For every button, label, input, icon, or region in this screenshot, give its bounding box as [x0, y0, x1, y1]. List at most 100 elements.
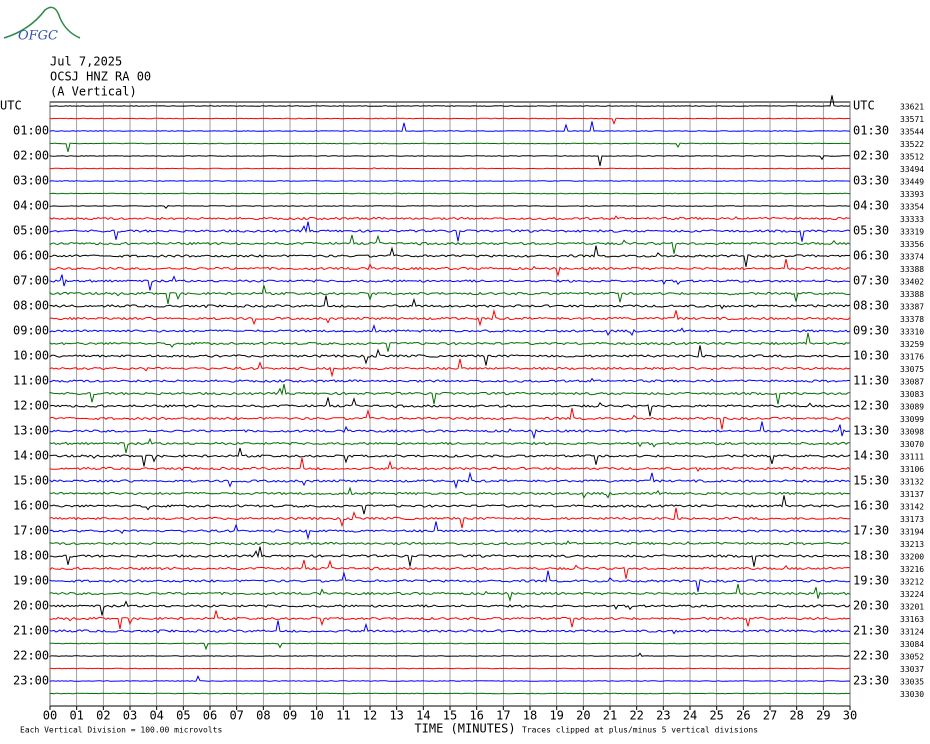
trace-offset: 33319 — [900, 228, 924, 237]
trace-offset: 33333 — [900, 215, 924, 224]
trace-offset: 33075 — [900, 365, 924, 374]
trace-offset: 33544 — [900, 128, 924, 137]
trace-offset: 33388 — [900, 265, 924, 274]
left-time-label: 04:00 — [13, 199, 49, 213]
trace — [49, 295, 851, 310]
x-tick-label: 26 — [736, 709, 750, 723]
left-time-label: 17:00 — [13, 524, 49, 538]
trace — [49, 692, 851, 695]
x-tick-label: 02 — [96, 709, 110, 723]
trace-offset: 33621 — [900, 103, 924, 112]
x-tick-label: 01 — [69, 709, 83, 723]
x-tick-label: 28 — [789, 709, 803, 723]
trace-offset: 33035 — [900, 678, 924, 687]
trace-offset: 33402 — [900, 278, 924, 287]
labels: 00 01 02 03 04 05 06 07 08 09 10 11 12 13 14 15 16 17 18 19… — [0, 99, 924, 723]
trace-offset: 33106 — [900, 465, 924, 474]
left-time-label: 01:00 — [13, 124, 49, 138]
trace-offset: 33200 — [900, 553, 924, 562]
right-time-label: 22:30 — [853, 649, 889, 663]
trace — [49, 421, 851, 440]
trace-offset: 33052 — [900, 653, 924, 662]
x-tick-label: 29 — [816, 709, 830, 723]
trace-offset: 33070 — [900, 440, 924, 449]
left-time-label: 14:00 — [13, 449, 49, 463]
trace-offset: 33089 — [900, 403, 924, 412]
trace — [49, 642, 851, 651]
trace — [49, 384, 851, 405]
trace-offset: 33213 — [900, 540, 924, 549]
right-time-label: 13:30 — [853, 424, 889, 438]
x-tick-label: 23 — [656, 709, 670, 723]
x-tick-label: 25 — [709, 709, 723, 723]
right-time-label: 14:30 — [853, 449, 889, 463]
x-tick-label: 22 — [629, 709, 643, 723]
x-tick-label: 18 — [523, 709, 537, 723]
date: Jul 7,2025 — [50, 55, 122, 69]
trace — [49, 180, 851, 182]
trace — [49, 546, 851, 567]
trace-offset: 33387 — [900, 303, 924, 312]
x-tick-label: 17 — [496, 709, 510, 723]
trace-offset: 33393 — [900, 190, 924, 199]
left-time-label: 20:00 — [13, 599, 49, 613]
right-time-label: UTC — [853, 99, 875, 113]
right-time-label: 03:30 — [853, 174, 889, 188]
x-tick-label: 13 — [389, 709, 403, 723]
right-time-label: 06:30 — [853, 249, 889, 263]
trace-offset: 33176 — [900, 353, 924, 362]
trace — [49, 121, 851, 132]
right-time-label: 16:30 — [853, 499, 889, 513]
trace-offset: 33356 — [900, 240, 924, 249]
left-time-label: 09:00 — [13, 324, 49, 338]
left-time-label: 08:00 — [13, 299, 49, 313]
x-tick-label: 05 — [176, 709, 190, 723]
x-tick-label: 07 — [229, 709, 243, 723]
trace-offset: 33142 — [900, 503, 924, 512]
trace — [49, 507, 851, 529]
right-time-label: 07:30 — [853, 274, 889, 288]
trace — [49, 486, 851, 499]
logo-text: OFGC — [18, 29, 58, 44]
trace — [49, 652, 851, 657]
trace — [49, 437, 851, 454]
x-tick-label: 27 — [763, 709, 777, 723]
trace-offset: 33259 — [900, 340, 924, 349]
trace — [49, 570, 851, 592]
x-tick-label: 09 — [283, 709, 297, 723]
left-time-label: 03:00 — [13, 174, 49, 188]
left-time-label: 22:00 — [13, 649, 49, 663]
left-time-label: 21:00 — [13, 624, 49, 638]
trace — [49, 332, 851, 352]
trace-offset: 33163 — [900, 615, 924, 624]
right-time-label: 23:30 — [853, 674, 889, 688]
trace — [49, 192, 851, 195]
trace — [49, 167, 851, 170]
trace-offset: 33216 — [900, 565, 924, 574]
trace-offset: 33087 — [900, 378, 924, 387]
trace-offset: 33173 — [900, 515, 924, 524]
trace — [49, 397, 851, 417]
traces — [49, 95, 851, 695]
trace — [49, 667, 850, 670]
left-time-label: 02:00 — [13, 149, 49, 163]
trace-offset: 33522 — [900, 140, 924, 149]
trace-offset: 33111 — [900, 453, 924, 462]
trace — [49, 358, 851, 378]
trace — [49, 245, 851, 267]
trace — [49, 155, 850, 166]
right-time-label: 05:30 — [853, 224, 889, 238]
right-time-label: 15:30 — [853, 474, 889, 488]
trace — [49, 600, 851, 616]
trace — [49, 205, 851, 209]
trace — [49, 457, 851, 472]
trace — [49, 117, 851, 125]
trace — [49, 215, 851, 221]
right-time-label: 11:30 — [853, 374, 889, 388]
x-tick-label: 08 — [256, 709, 270, 723]
right-time-label: 17:30 — [853, 524, 889, 538]
x-tick-label: 12 — [363, 709, 377, 723]
trace — [49, 583, 851, 602]
trace — [49, 521, 851, 541]
logo-mark — [3, 6, 81, 39]
